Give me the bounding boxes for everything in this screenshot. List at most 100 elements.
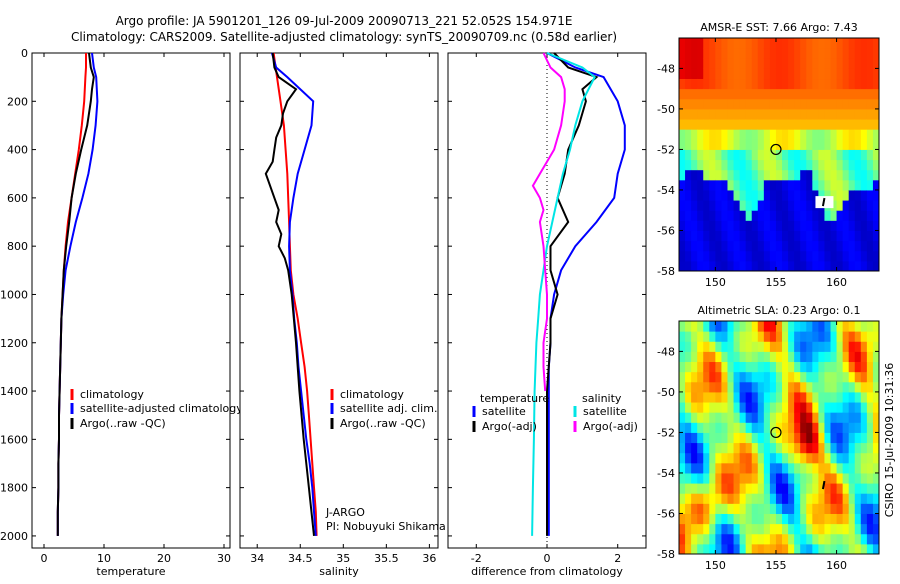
heatmap-cell xyxy=(745,129,753,140)
heatmap-cell xyxy=(757,412,765,423)
heatmap-cell xyxy=(818,189,825,201)
y-tick-label: 200 xyxy=(7,95,28,108)
legend-entry: climatology xyxy=(80,388,144,401)
heatmap-cell xyxy=(715,341,722,352)
heatmap-cell xyxy=(703,523,710,535)
heatmap-cell xyxy=(842,321,850,332)
heatmap-cell xyxy=(824,381,832,393)
heatmap-cell xyxy=(842,38,850,49)
heatmap-cell xyxy=(794,200,801,211)
heatmap-cell xyxy=(860,129,868,140)
heatmap-cell xyxy=(733,331,741,342)
heatmap-cell xyxy=(818,391,825,403)
heatmap-cell xyxy=(866,149,874,161)
heatmap-cell xyxy=(860,68,868,80)
x-axis-label: temperature xyxy=(96,565,165,578)
heatmap-cell xyxy=(751,189,759,201)
heatmap-cell xyxy=(788,38,795,49)
heatmap-cell xyxy=(806,371,813,383)
heatmap-cell xyxy=(848,88,856,100)
heatmap-cell xyxy=(848,361,856,373)
heatmap-cell xyxy=(697,189,704,201)
heatmap-cell xyxy=(800,493,807,504)
heatmap-cell xyxy=(806,119,813,130)
heatmap-cell xyxy=(866,422,874,433)
heatmap-cell xyxy=(703,351,710,363)
heatmap-cell xyxy=(818,341,825,352)
heatmap-cell xyxy=(679,169,686,181)
heatmap-cell xyxy=(848,169,856,181)
heatmap-cell xyxy=(782,381,789,393)
heatmap-cell xyxy=(727,189,735,201)
heatmap-cell xyxy=(794,361,801,373)
heatmap-cell xyxy=(691,139,698,150)
heatmap-cell xyxy=(788,422,795,433)
heatmap-cell xyxy=(727,179,735,191)
heatmap-cell xyxy=(782,108,789,120)
heatmap-cell xyxy=(751,513,759,525)
heatmap-cell xyxy=(794,159,801,171)
heatmap-cell xyxy=(794,230,801,242)
heatmap-cell xyxy=(679,412,686,423)
heatmap-cell xyxy=(703,119,710,130)
heatmap-cell xyxy=(806,189,813,201)
heatmap-cell xyxy=(860,321,868,332)
heatmap-cell xyxy=(854,58,862,69)
heatmap-cell xyxy=(836,129,844,140)
heatmap-cell xyxy=(715,230,722,242)
heatmap-cell xyxy=(745,68,753,80)
heatmap-cell xyxy=(751,381,759,393)
heatmap-cell xyxy=(757,189,765,201)
heatmap-cell xyxy=(757,543,765,555)
heatmap-cell xyxy=(721,260,728,272)
heatmap-cell xyxy=(769,402,777,413)
heatmap-cell xyxy=(806,422,813,433)
heatmap-cell xyxy=(800,402,807,413)
heatmap-cell xyxy=(818,149,825,161)
heatmap-cell xyxy=(697,543,704,555)
legend-entry: satellite xyxy=(583,405,627,418)
heatmap-cell xyxy=(812,331,819,342)
heatmap-cell xyxy=(763,503,771,514)
heatmap-cell xyxy=(709,119,716,130)
heatmap-cell xyxy=(685,321,692,332)
heatmap-cell xyxy=(788,472,795,484)
heatmap-cell xyxy=(848,422,856,433)
heatmap-cell xyxy=(800,169,807,181)
heatmap-cell xyxy=(824,139,832,150)
heatmap-cell xyxy=(854,68,862,80)
heatmap-cell xyxy=(848,371,856,383)
heatmap-cell xyxy=(824,533,832,545)
heatmap-cell xyxy=(860,179,868,191)
heatmap-cell xyxy=(782,361,789,373)
heatmap-cell xyxy=(769,341,777,352)
heatmap-cell xyxy=(691,48,698,59)
heatmap-cell xyxy=(679,98,686,110)
heatmap-cell xyxy=(763,381,771,393)
heatmap-cell xyxy=(709,321,716,332)
heatmap-cell xyxy=(745,503,753,514)
heatmap-cell xyxy=(848,139,856,150)
legend-entry: Argo(-adj) xyxy=(482,420,537,433)
heatmap-cell xyxy=(848,200,856,211)
heatmap-cell xyxy=(788,493,795,504)
heatmap-cell xyxy=(836,331,844,342)
heatmap-cell xyxy=(860,452,868,464)
heatmap-cell xyxy=(691,250,698,262)
heatmap-cell xyxy=(824,513,832,525)
heatmap-cell xyxy=(745,523,753,535)
heatmap-cell xyxy=(727,220,735,231)
heatmap-cell xyxy=(872,68,880,80)
heatmap-cell xyxy=(685,220,692,231)
heatmap-cell xyxy=(782,240,789,252)
heatmap-cell xyxy=(763,452,771,464)
heatmap-cell xyxy=(727,230,735,242)
heatmap-cell xyxy=(854,331,862,342)
heatmap-cell xyxy=(775,493,783,504)
heatmap-cell xyxy=(800,452,807,464)
x-tick-label: 0 xyxy=(544,552,551,565)
heatmap-cell xyxy=(872,533,880,545)
heatmap-cell xyxy=(775,139,783,150)
heatmap-cell xyxy=(872,139,880,150)
heatmap-cell xyxy=(812,88,819,100)
